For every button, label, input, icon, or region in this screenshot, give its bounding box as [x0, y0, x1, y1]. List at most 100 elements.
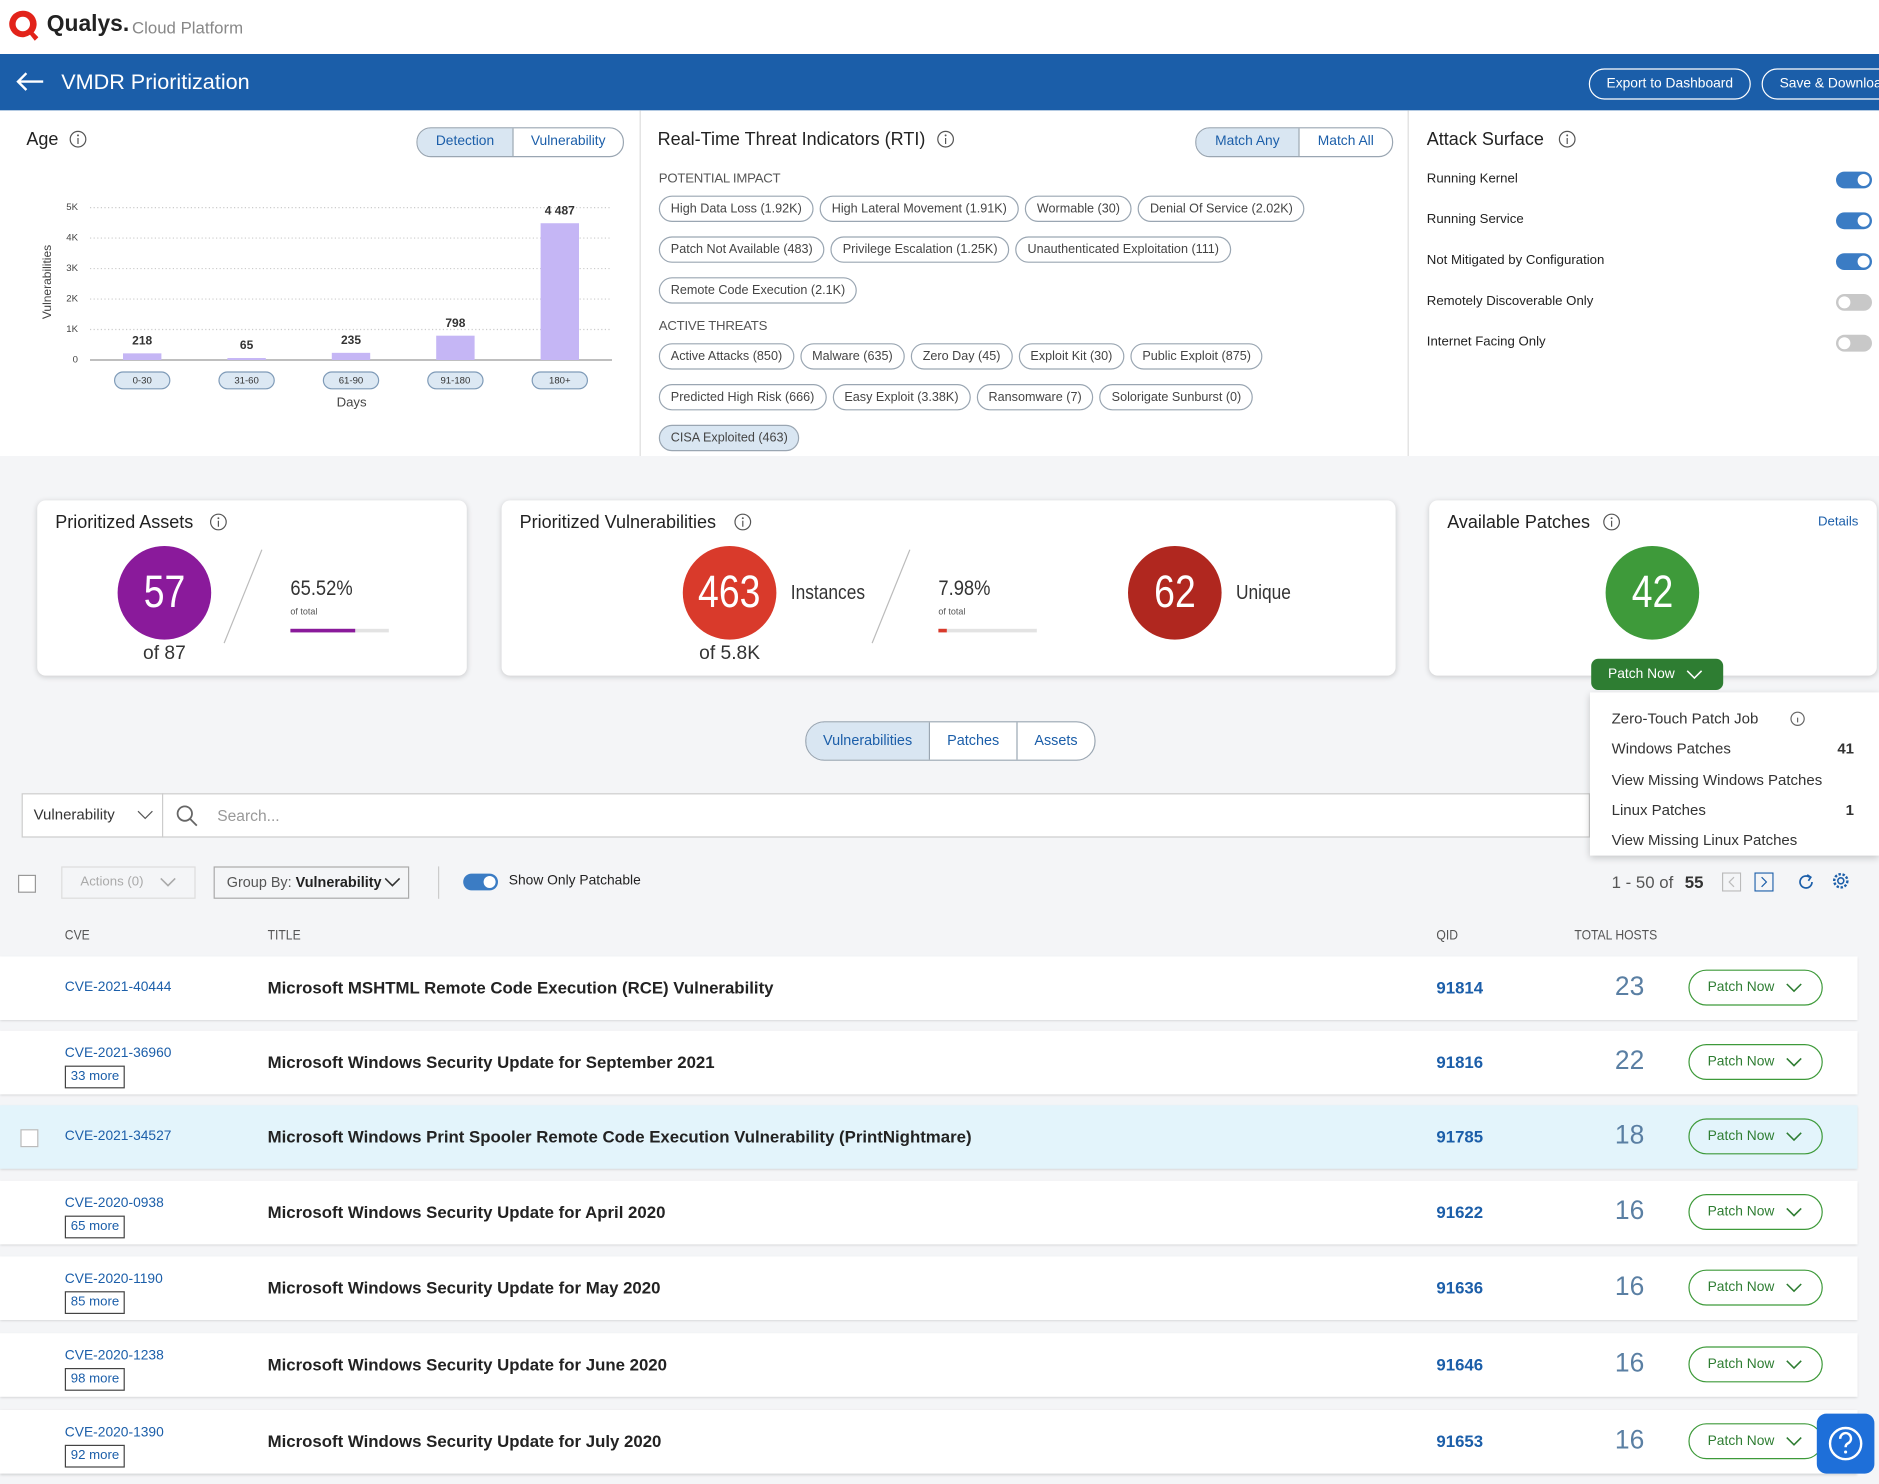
- toggle-option[interactable]: Match All: [1298, 128, 1392, 156]
- export-button[interactable]: Export to Dashboard: [1588, 68, 1751, 100]
- patch-now-button[interactable]: Patch Now: [1688, 1118, 1823, 1155]
- switch[interactable]: [1836, 253, 1873, 270]
- tag[interactable]: Exploit Kit (30): [1018, 343, 1125, 370]
- switch[interactable]: [1836, 294, 1873, 311]
- switch-knob: [1838, 337, 1851, 350]
- group-by[interactable]: Group By: Vulnerability: [213, 866, 410, 899]
- menu-item[interactable]: Windows Patches 41: [1612, 741, 1854, 758]
- tag[interactable]: Easy Exploit (3.38K): [832, 384, 971, 411]
- switch[interactable]: [1836, 334, 1873, 352]
- brand: Qualys.: [46, 12, 130, 38]
- toggle-option[interactable]: Detection: [417, 128, 513, 156]
- qid[interactable]: 91785: [1436, 1126, 1484, 1146]
- button-text: Patch Now: [1707, 1434, 1775, 1449]
- button-text: Patch Now: [1707, 1280, 1775, 1295]
- switch-knob: [1857, 214, 1870, 227]
- tag[interactable]: Denial Of Service (2.02K): [1137, 195, 1305, 223]
- cve-link[interactable]: CVE-2021-40444: [64, 980, 172, 995]
- tag[interactable]: CISA Exploited (463): [658, 424, 800, 452]
- chevron: [1786, 1283, 1802, 1293]
- menu-item[interactable]: Zero-Touch Patch Job: [1612, 710, 1854, 727]
- column-header: TOTAL HOSTS: [1574, 928, 1658, 944]
- bar: [540, 223, 579, 360]
- patch-now-button[interactable]: Patch Now: [1688, 1423, 1823, 1460]
- more-badge[interactable]: 98 more: [64, 1368, 126, 1391]
- value-label: 4 487: [545, 203, 575, 217]
- percent-track: [938, 628, 1037, 633]
- toggle-option[interactable]: Vulnerability: [512, 128, 622, 156]
- y-tick-label: 2K: [66, 294, 78, 305]
- tag[interactable]: Zero Day (45): [910, 343, 1013, 370]
- more-badge[interactable]: 92 more: [64, 1444, 126, 1468]
- cve-link[interactable]: CVE-2020-1390: [64, 1425, 164, 1440]
- cve-link[interactable]: CVE-2020-0938: [64, 1196, 164, 1211]
- bar: [123, 353, 162, 360]
- qid[interactable]: 91816: [1436, 1052, 1484, 1072]
- switch[interactable]: [1836, 212, 1873, 230]
- tag[interactable]: Unauthenticated Exploitation (111): [1015, 236, 1231, 263]
- tag[interactable]: Malware (635): [800, 343, 905, 370]
- vuln-title: Microsoft Windows Print Spooler Remote C…: [267, 1126, 972, 1146]
- qid[interactable]: 91814: [1436, 978, 1484, 998]
- back-arrow[interactable]: [14, 70, 45, 94]
- menu-item[interactable]: Linux Patches 1: [1612, 801, 1854, 818]
- tag[interactable]: High Lateral Movement (1.91K): [819, 195, 1019, 223]
- tab[interactable]: Assets: [1016, 722, 1094, 760]
- tab[interactable]: Patches: [928, 722, 1017, 760]
- menu-item[interactable]: View Missing Windows Patches: [1612, 771, 1854, 788]
- tag[interactable]: Active Attacks (850): [658, 343, 795, 370]
- menu-item[interactable]: View Missing Linux Patches: [1612, 832, 1854, 849]
- tag[interactable]: Patch Not Available (483): [658, 236, 825, 263]
- bar: [436, 335, 475, 360]
- tab[interactable]: Vulnerabilities: [806, 722, 929, 760]
- patch-now-button[interactable]: Patch Now: [1688, 969, 1823, 1006]
- more-badge[interactable]: 33 more: [64, 1065, 126, 1089]
- qid[interactable]: 91636: [1436, 1278, 1484, 1298]
- vuln-title: Microsoft MSHTML Remote Code Execution (…: [267, 978, 774, 998]
- patch-now-button[interactable]: Patch Now: [1688, 1044, 1823, 1080]
- divider: [639, 110, 641, 457]
- help-button[interactable]: [1816, 1413, 1875, 1474]
- more-badge[interactable]: 85 more: [64, 1291, 126, 1314]
- table-row: CVE-2020-1390 92 more Microsoft Windows Se…: [0, 1410, 1858, 1474]
- patch-now-button[interactable]: Patch Now: [1688, 1194, 1823, 1230]
- info-icon: [210, 513, 227, 531]
- patch-now-button[interactable]: Patch Now: [1688, 1346, 1823, 1383]
- category-pill: [531, 371, 589, 390]
- cve-link[interactable]: CVE-2020-1190: [64, 1272, 163, 1287]
- qid[interactable]: 91622: [1436, 1202, 1484, 1222]
- tag[interactable]: Wormable (30): [1024, 195, 1132, 223]
- patch-now-button[interactable]: Patch Now: [1591, 658, 1724, 690]
- actions-button[interactable]: Actions (0): [61, 866, 196, 899]
- switch[interactable]: [1836, 171, 1873, 189]
- tag[interactable]: Privilege Escalation (1.25K): [830, 236, 1010, 263]
- info-icon: [1790, 711, 1805, 727]
- tag[interactable]: Solorigate Sunburst (0): [1099, 384, 1254, 411]
- more-badge[interactable]: 65 more: [64, 1215, 126, 1239]
- switch[interactable]: [463, 873, 499, 891]
- save-button[interactable]: Save & Download: [1761, 68, 1879, 100]
- tag-list: High Data Loss (1.92K) High Lateral Movem…: [658, 195, 1386, 304]
- row-checkbox[interactable]: [20, 1129, 39, 1148]
- details-link[interactable]: Details: [1818, 514, 1859, 530]
- cve-link[interactable]: CVE-2021-36960: [64, 1046, 172, 1061]
- toggle-option[interactable]: Match Any: [1196, 128, 1299, 156]
- patch-now-button[interactable]: Patch Now: [1688, 1269, 1823, 1306]
- tag[interactable]: High Data Loss (1.92K): [658, 195, 814, 223]
- total-hosts: 16: [1614, 1195, 1645, 1226]
- qid[interactable]: 91653: [1436, 1431, 1484, 1451]
- select-all-checkbox[interactable]: [18, 874, 36, 893]
- chevron: [1686, 670, 1703, 680]
- search-input[interactable]: Search...: [217, 806, 280, 825]
- group-value: Vulnerability: [295, 873, 382, 891]
- rti-sections: POTENTIAL IMPACT High Data Loss (1.92K) Hi…: [658, 172, 1386, 452]
- cve-link[interactable]: CVE-2020-1238: [64, 1348, 164, 1364]
- cve-link[interactable]: CVE-2021-34527: [64, 1129, 172, 1144]
- table-row: CVE-2021-34527 Microsoft Windows Print Sp…: [0, 1105, 1858, 1169]
- search-select[interactable]: Vulnerability: [33, 806, 115, 824]
- tag[interactable]: Remote Code Execution (2.1K): [658, 277, 858, 304]
- tag[interactable]: Public Exploit (875): [1130, 343, 1263, 370]
- tag[interactable]: Predicted High Risk (666): [658, 384, 827, 411]
- tag[interactable]: Ransomware (7): [976, 384, 1094, 411]
- qid[interactable]: 91646: [1436, 1354, 1484, 1374]
